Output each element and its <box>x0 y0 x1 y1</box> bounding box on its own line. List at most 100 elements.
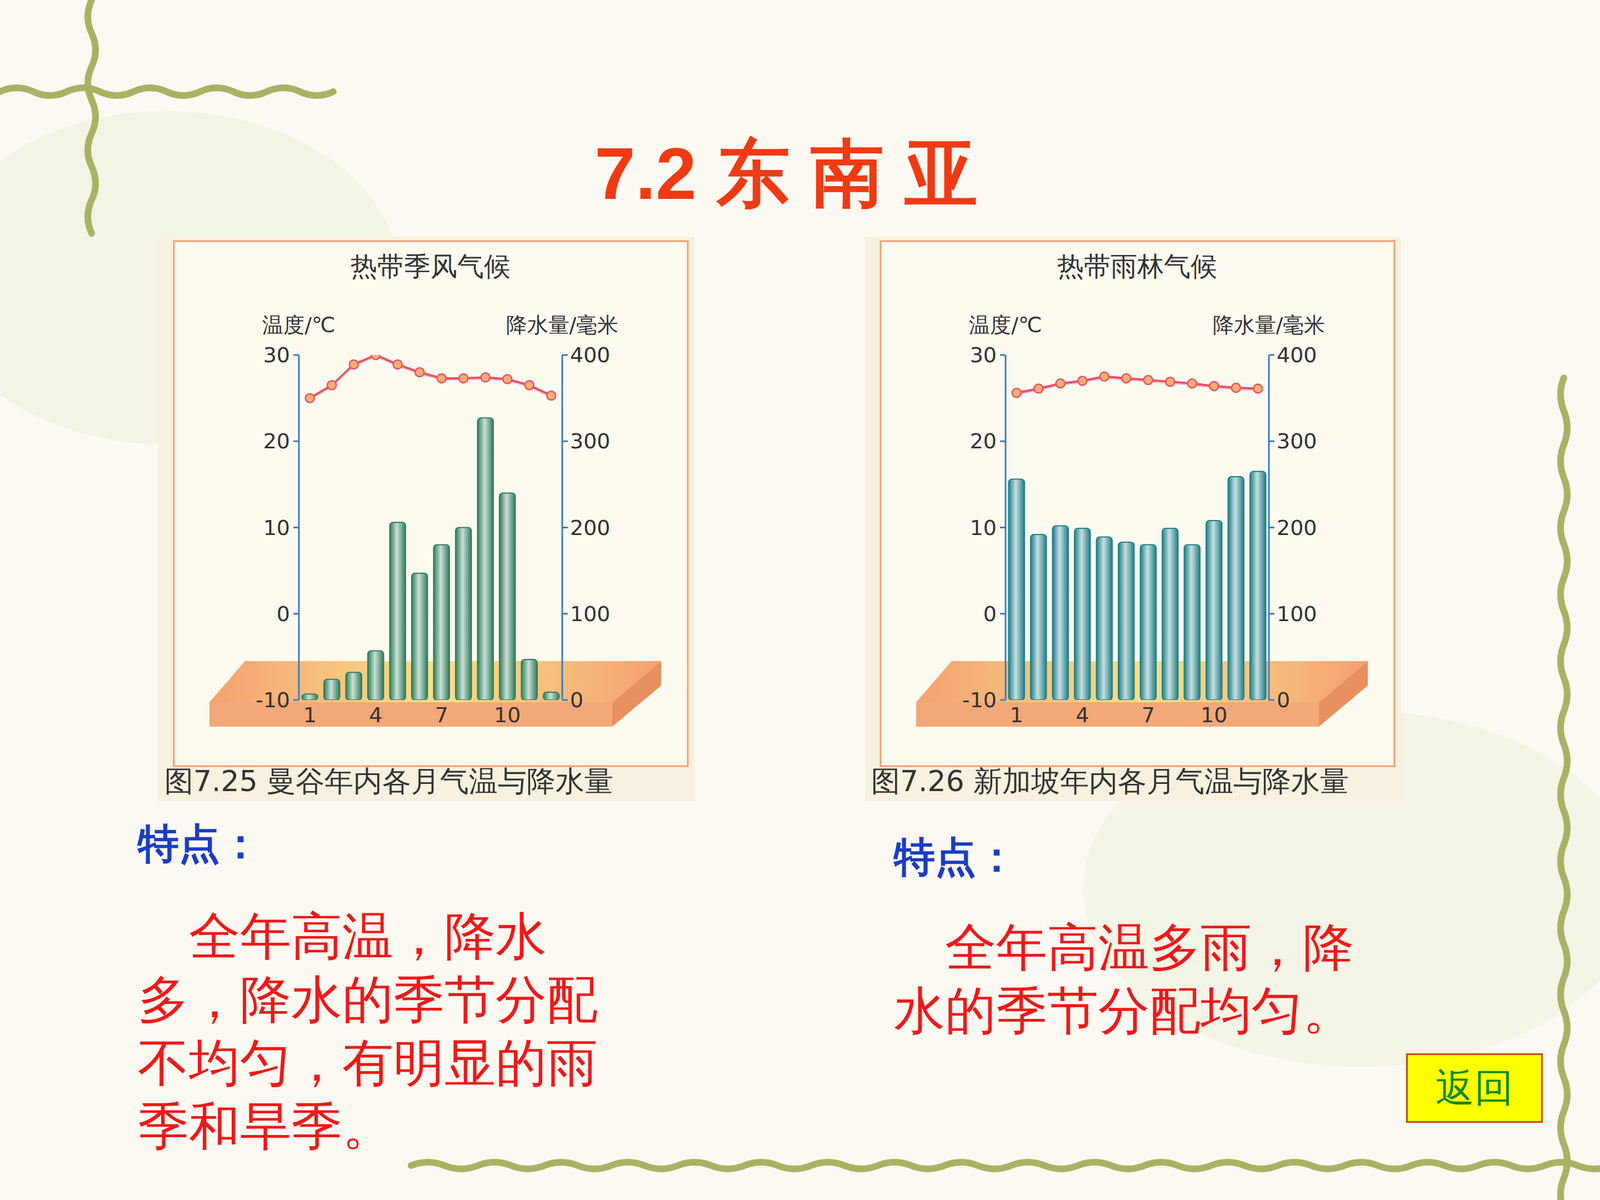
y-tick <box>293 699 299 702</box>
y2-tick-label: 200 <box>570 515 611 540</box>
marker <box>437 373 447 383</box>
x-tick-label: 10 <box>493 702 521 728</box>
bar <box>1250 471 1266 700</box>
y2-tick-label: 200 <box>1276 515 1318 540</box>
marker <box>1209 381 1219 391</box>
marker <box>1012 388 1022 398</box>
slide-title: 7.2 东 南 亚 <box>594 132 978 215</box>
y2-axis-title: 降水量/毫米 <box>506 312 619 338</box>
vine <box>1560 377 1568 1200</box>
marker <box>1231 383 1241 393</box>
chart-title: 热带季风气候 <box>350 250 511 282</box>
feature-heading: 特点： <box>137 816 262 873</box>
return-button[interactable]: 返回 <box>1406 1053 1543 1123</box>
bar <box>390 522 406 700</box>
y-tick-label: -10 <box>962 687 997 713</box>
marker <box>1165 377 1175 387</box>
x-tick-label: 7 <box>1141 702 1155 728</box>
marker <box>525 380 534 390</box>
vine <box>411 1162 1600 1169</box>
y2-tick <box>1268 526 1275 529</box>
y-tick-label: 20 <box>263 428 290 454</box>
y-tick <box>293 612 299 615</box>
bar <box>543 692 559 700</box>
y-tick-label: 30 <box>970 342 997 368</box>
y-tick-label: 10 <box>970 515 997 540</box>
marker <box>1143 375 1153 385</box>
x-tick-label: 4 <box>1075 702 1089 728</box>
y-axis-title: 温度/℃ <box>968 312 1042 338</box>
y2-tick <box>562 699 568 702</box>
marker <box>327 380 337 390</box>
bar <box>1118 542 1134 700</box>
figure-caption: 图7.26 新加坡年内各月气温与降水量 <box>871 764 1349 798</box>
x-tick-label: 7 <box>435 702 449 728</box>
y2-tick-label: 300 <box>570 428 611 454</box>
y2-tick <box>562 354 568 357</box>
chart-panel: 热带季风气候温度/℃降水量/毫米-10010203001002003004001… <box>158 236 695 802</box>
y2-tick <box>562 526 568 529</box>
y-tick <box>293 440 299 443</box>
x-tick-label: 10 <box>1200 702 1228 728</box>
y-tick <box>293 526 299 529</box>
marker <box>1187 378 1197 388</box>
y2-tick-label: 0 <box>1276 687 1290 713</box>
x-tick-label: 4 <box>368 702 383 728</box>
marker <box>1100 372 1109 382</box>
y-tick <box>1000 612 1006 615</box>
bar <box>477 417 494 700</box>
bar <box>1052 525 1069 700</box>
y2-tick <box>1268 612 1275 615</box>
panel-frame <box>880 241 1395 767</box>
bar <box>1184 545 1200 700</box>
bar <box>367 651 384 700</box>
y2-tick <box>1268 354 1275 357</box>
y-axis-title: 温度/℃ <box>262 312 335 338</box>
y-tick-label: 30 <box>263 342 290 368</box>
plot-marks <box>302 355 560 700</box>
bar <box>1140 545 1157 700</box>
marker <box>1033 384 1043 394</box>
bar <box>346 672 362 700</box>
vine <box>87 0 96 234</box>
bar <box>411 573 428 700</box>
marker <box>393 360 403 369</box>
panel-bg <box>865 236 1402 802</box>
marker <box>1121 373 1131 383</box>
marker <box>1056 378 1065 388</box>
x-tick-label: 1 <box>303 702 317 728</box>
bar <box>1008 479 1025 700</box>
y-tick-label: 0 <box>983 601 997 627</box>
y2-tick <box>562 440 568 443</box>
bar <box>1162 528 1178 700</box>
bar <box>1030 534 1047 700</box>
y-tick-label: 10 <box>263 515 290 540</box>
feature-text: 全年高温多雨，降水的季节分配均匀。 <box>893 916 1375 1043</box>
vine <box>0 87 334 96</box>
bar <box>302 693 318 700</box>
y-tick <box>1000 354 1006 357</box>
temperature-line <box>1016 376 1259 393</box>
y-tick-label: 0 <box>276 601 290 627</box>
base-side <box>612 661 662 727</box>
x-tick-label: 1 <box>1010 702 1024 728</box>
y2-tick <box>1268 440 1275 443</box>
y2-tick-label: 100 <box>570 601 611 627</box>
plot-marks <box>1008 372 1267 700</box>
marker <box>349 360 359 369</box>
y2-tick-label: 100 <box>1276 601 1318 627</box>
marker <box>502 374 512 384</box>
y-tick <box>1000 699 1006 702</box>
panel-frame <box>173 241 688 767</box>
bar <box>323 679 340 700</box>
figure-caption: 图7.25 曼谷年内各月气温与降水量 <box>164 764 614 798</box>
marker <box>458 373 468 383</box>
y2-tick <box>1268 699 1275 702</box>
line-shade <box>1016 378 1259 395</box>
chart-panel: 热带雨林气候温度/℃降水量/毫米-10010203001002003004001… <box>865 236 1402 802</box>
panel-bg <box>158 236 695 802</box>
bar <box>521 659 538 700</box>
marker <box>371 355 380 360</box>
slide: 7.2 东 南 亚热带季风气候温度/℃降水量/毫米-10010203001002… <box>0 0 1600 1200</box>
y-tick <box>1000 526 1006 529</box>
